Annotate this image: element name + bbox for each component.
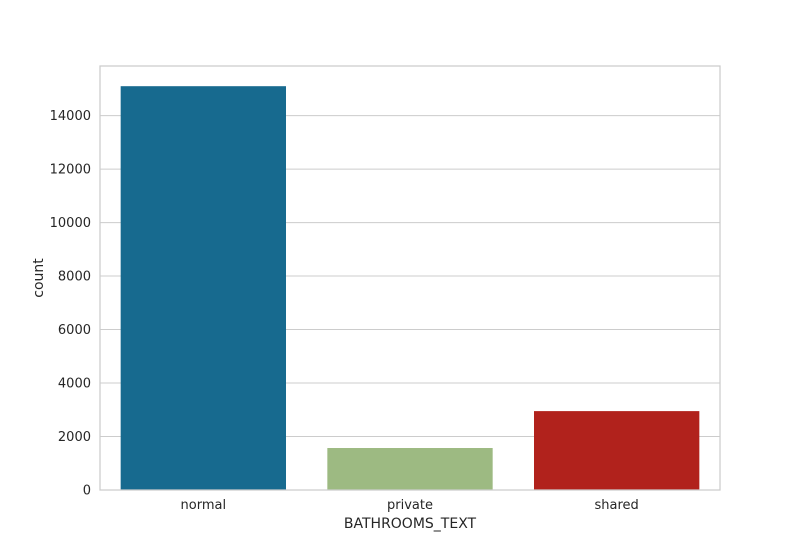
plot-frame xyxy=(99,65,721,491)
bar-private xyxy=(327,448,493,490)
bars xyxy=(120,86,700,490)
y-tick-label: 12000 xyxy=(50,163,91,178)
bar-normal xyxy=(120,86,287,490)
y-tick-label: 8000 xyxy=(58,270,91,285)
y-axis-ticks: 0 2000 4000 6000 8000 10000 12000 14000 xyxy=(50,109,91,498)
x-axis-ticks: normal private shared xyxy=(181,498,639,513)
y-tick-label: 14000 xyxy=(50,109,91,124)
y-tick-label: 6000 xyxy=(58,323,91,338)
y-tick-label: 10000 xyxy=(50,216,91,231)
x-tick-label-normal: normal xyxy=(181,498,227,513)
y-tick-label: 4000 xyxy=(58,377,91,392)
bar-shared xyxy=(534,411,700,490)
x-axis-label: BATHROOMS_TEXT xyxy=(344,516,477,532)
y-axis-label: count xyxy=(31,258,47,298)
y-tick-label: 0 xyxy=(83,484,91,499)
y-tick-label: 2000 xyxy=(58,430,91,445)
x-tick-label-private: private xyxy=(387,498,433,513)
x-tick-label-shared: shared xyxy=(595,498,639,513)
